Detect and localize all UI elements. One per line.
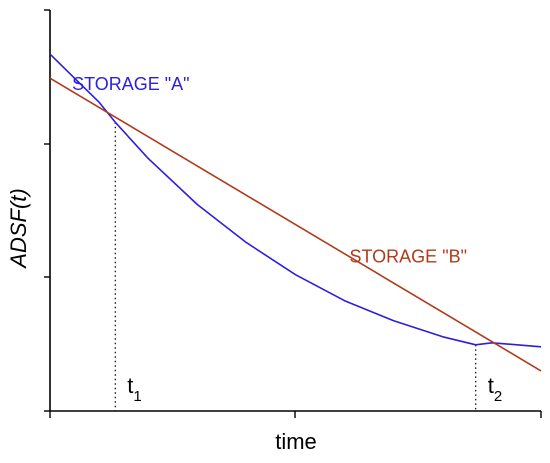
y-axis-label: ADSF(t) <box>6 188 31 269</box>
t1-label: t1 <box>127 373 141 405</box>
t2-label: t2 <box>488 373 502 405</box>
t1-label-subscript: 1 <box>133 388 141 405</box>
storage-a-series-line <box>49 53 542 348</box>
t2-label-base: t <box>488 373 494 398</box>
x-axis-label: time <box>275 429 317 454</box>
storage-b-series-line <box>49 77 542 372</box>
t2-label-subscript: 2 <box>494 388 502 405</box>
t1-label-base: t <box>127 373 133 398</box>
storage-b-series-label: STORAGE "B" <box>350 247 467 267</box>
storage-a-series-label: STORAGE "A" <box>72 74 189 94</box>
